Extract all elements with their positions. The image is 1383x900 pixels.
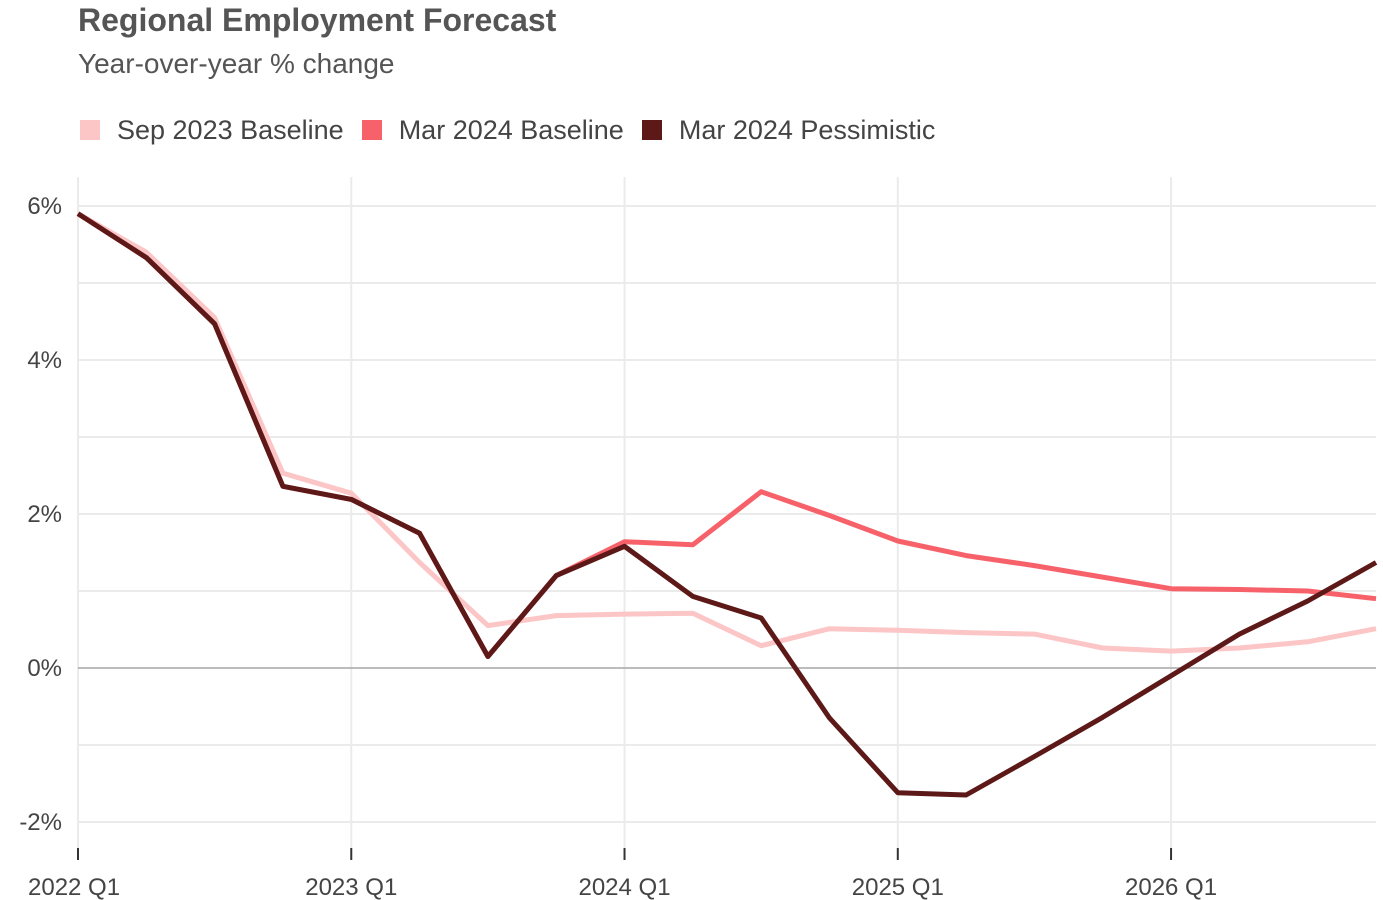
series-line-mar-2024-pessimistic	[76, 211, 1378, 798]
legend-swatch	[361, 120, 382, 140]
legend-item-sep-2023-baseline[interactable]: Sep 2023 Baseline	[80, 115, 344, 146]
y-tick-label: -2%	[19, 809, 62, 836]
x-tick-label: 2024 Q1	[578, 874, 670, 900]
legend-label: Mar 2024 Pessimistic	[678, 114, 936, 145]
chart-subtitle: Year-over-year % change	[78, 48, 395, 79]
axes: 6% 4% 2% 0% -2% 2022 Q1 2023 Q1 2024 Q1 2025 Q1 2…	[19, 193, 1376, 900]
y-tick-label: 4%	[27, 347, 62, 374]
x-tick-label: 2022 Q1	[28, 874, 120, 900]
legend-label: Sep 2023 Baseline	[117, 114, 344, 145]
legend-item-mar-2024-pessimistic[interactable]: Mar 2024 Pessimistic	[641, 114, 936, 146]
x-tick-label: 2026 Q1	[1125, 874, 1217, 900]
legend-swatch	[641, 120, 662, 140]
y-tick-label: 2%	[27, 501, 62, 528]
series-lines	[76, 211, 1378, 798]
y-tick-label: 6%	[27, 193, 62, 220]
legend-label: Mar 2024 Baseline	[398, 114, 624, 145]
series-line-sep-2023-baseline	[76, 211, 1377, 654]
legend: Sep 2023 Baseline Mar 2024 Baseline Mar …	[80, 112, 953, 148]
x-tick-label: 2025 Q1	[852, 874, 944, 900]
y-tick-label: 0%	[27, 655, 62, 682]
gridlines	[77, 177, 1376, 848]
chart-title: Regional Employment Forecast	[78, 2, 557, 38]
legend-swatch	[80, 120, 100, 140]
x-tick-label: 2023 Q1	[305, 874, 397, 900]
legend-item-mar-2024-baseline[interactable]: Mar 2024 Baseline	[361, 114, 624, 146]
